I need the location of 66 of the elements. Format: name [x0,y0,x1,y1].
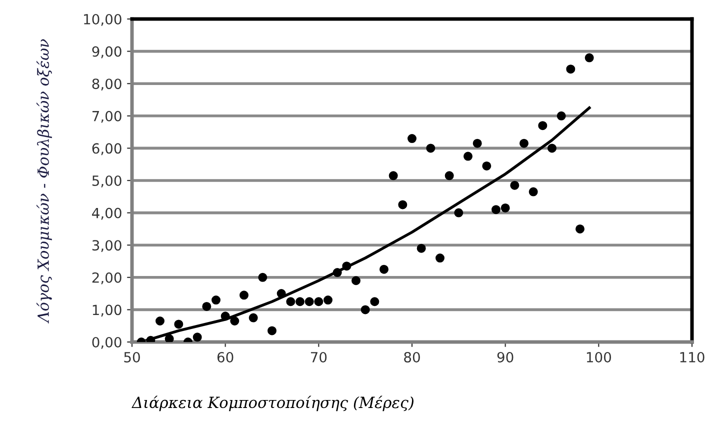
point [342,262,352,271]
point [454,208,464,218]
y-tick-label: 8,00 [92,78,122,90]
point [380,264,388,274]
point [304,297,314,306]
x-axis-title: Διάρκεια Κομποστοποίησης (Μέρες) [132,396,414,412]
point [240,290,248,300]
point [426,144,436,153]
point [360,305,370,314]
point [482,161,492,170]
point [528,187,538,196]
y-tick-label: 3,00 [92,240,122,252]
y-tick-label: 4,00 [92,208,122,220]
point [566,64,576,74]
point [398,200,408,210]
point [156,316,164,326]
point [212,296,220,305]
x-tick-label: 60 [217,352,234,362]
x-tick-label: 100 [586,352,611,362]
point [472,138,482,148]
point [408,134,416,144]
y-tick-label: 7,00 [92,110,122,123]
x-tick-label: 80 [404,352,420,362]
y-tick-label: 9,00 [92,46,122,58]
point [268,326,276,336]
point [286,297,296,306]
point [416,244,426,253]
point [324,296,332,305]
point [248,313,258,322]
point [174,320,184,329]
point [520,138,528,148]
x-tick-label: 50 [124,352,140,362]
y-tick-label: 1,00 [92,304,122,317]
point [492,205,500,214]
point [192,332,202,342]
y-tick-label: 6,00 [92,143,122,156]
point [548,144,556,153]
point [314,297,324,306]
point [556,111,566,120]
x-tick-label: 110 [680,352,704,362]
point [276,289,286,298]
y-tick-label: 2,00 [92,272,122,284]
y-axis-title: Λόγος Χουμικών - Φουλβικών οξέων [36,39,52,324]
point [500,203,510,212]
point [296,297,304,306]
point [370,297,380,306]
point [258,272,268,282]
x-tick-label: 90 [497,352,514,362]
point [164,334,174,342]
point [332,268,342,278]
y-tick-label: 0,00 [92,336,122,349]
x-tick-label: 70 [310,352,327,362]
point [538,121,548,130]
point [510,180,520,190]
point [464,152,472,161]
point [584,53,594,62]
point [444,171,454,180]
y-tick-label: 10,00 [84,14,122,26]
point [388,171,398,180]
point [352,276,360,286]
point [436,254,444,263]
y-tick-label: 5,00 [92,175,122,188]
point [230,316,240,326]
point [220,312,230,321]
point [576,224,584,234]
point [202,302,212,311]
